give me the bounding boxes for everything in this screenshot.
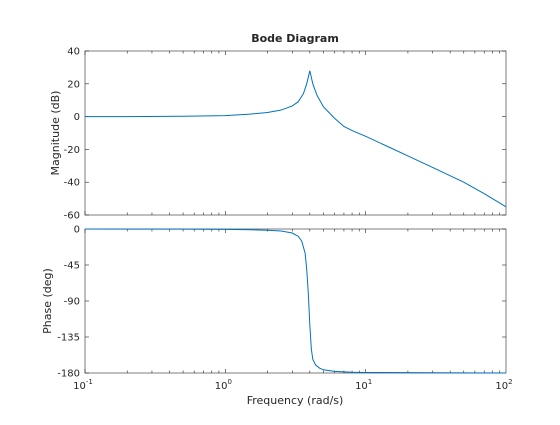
phase-panel: 0 -45 -90 -135 -180 Phase (deg) — [41, 225, 507, 380]
magnitude-y-axis-label: Magnitude (dB) — [49, 91, 62, 176]
x-tick-base: 10 — [495, 381, 508, 392]
x-tick-base: 10 — [355, 381, 368, 392]
magnitude-panel: 40 20 0 -20 -40 -60 Magnitude (dB) — [49, 47, 507, 222]
x-tick-exponent: -1 — [86, 378, 93, 386]
magnitude-y-tick-label: 0 — [74, 112, 80, 123]
x-tick-label: 102 — [495, 378, 512, 392]
magnitude-y-tick-label: 40 — [67, 47, 80, 58]
phase-y-tick-label: -135 — [57, 333, 80, 344]
x-tick-label: 100 — [215, 378, 232, 392]
magnitude-y-tick-label: -60 — [64, 211, 80, 222]
x-tick-base: 10 — [215, 381, 228, 392]
x-tick-exponent: 2 — [508, 378, 512, 386]
x-axis-label: Frequency (rad/s) — [247, 394, 344, 407]
phase-y-tick-label: -90 — [64, 297, 80, 308]
chart-title: Bode Diagram — [251, 32, 339, 45]
magnitude-series-line — [85, 70, 507, 208]
magnitude-axes-box — [84, 50, 507, 216]
x-tick-base: 10 — [73, 381, 86, 392]
magnitude-y-tick-label: -40 — [64, 178, 80, 189]
magnitude-y-tick-label: 20 — [67, 79, 80, 90]
phase-series-line — [84, 228, 507, 374]
phase-y-tick-label: 0 — [74, 225, 80, 236]
x-tick-exponent: 1 — [368, 378, 372, 386]
phase-y-ticks: 0 -45 -90 -135 -180 — [57, 225, 506, 380]
magnitude-x-ticks — [84, 51, 500, 215]
phase-y-axis-label: Phase (deg) — [41, 268, 54, 334]
phase-y-tick-label: -45 — [64, 261, 80, 272]
x-tick-exponent: 0 — [227, 378, 231, 386]
x-tick-labels: 10-1 100 101 102 — [73, 378, 512, 392]
x-tick-label: 101 — [355, 378, 372, 392]
magnitude-y-tick-label: -20 — [64, 145, 80, 156]
phase-axes-box — [84, 228, 507, 374]
x-tick-label: 10-1 — [73, 378, 93, 392]
phase-y-tick-label: -180 — [57, 369, 80, 380]
